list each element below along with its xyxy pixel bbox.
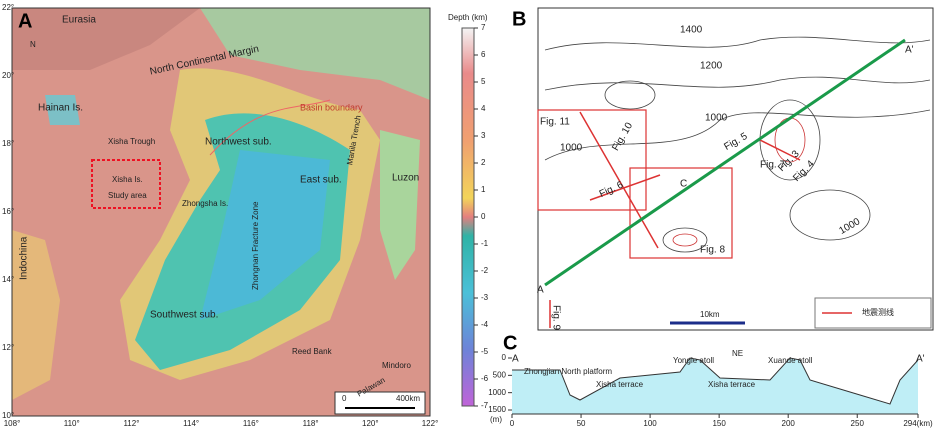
lon-tick-label: 118°	[303, 419, 319, 428]
contour-label: 1000	[705, 113, 728, 124]
colorbar-tick-label: 2	[481, 158, 486, 167]
x-tick-label: 0	[510, 419, 515, 428]
y-tick-label: 1500	[488, 405, 506, 414]
lon-tick-label: 108°	[4, 419, 21, 428]
figure-ref: Fig. 8	[700, 245, 725, 256]
scale-end: 400km	[396, 394, 420, 403]
colorbar-tick-label: -4	[481, 320, 489, 329]
feature: Yongle atoll	[673, 356, 714, 365]
lat-tick-label: 12°	[2, 343, 14, 352]
lat-tick-label: 16°	[2, 207, 14, 216]
feature: Zhongjian North platform	[524, 367, 612, 376]
feature: Xisha terrace	[708, 380, 756, 389]
feature: Xisha terrace	[596, 380, 644, 389]
colorbar-title: Depth (km)	[448, 13, 488, 22]
colorbar-tick-label: -6	[481, 374, 489, 383]
place: Xisha Trough	[108, 137, 155, 146]
lon-tick-label: 114°	[183, 419, 199, 428]
place: Hainan Is.	[38, 103, 83, 114]
place: Basin boundary	[300, 102, 363, 112]
colorbar-tick-label: -3	[481, 293, 489, 302]
place: Zhongsha Is.	[182, 199, 228, 208]
x-tick-label: 200	[782, 419, 796, 428]
x-tick-label: 250	[851, 419, 865, 428]
x-tick-label: 100	[643, 419, 657, 428]
map-a	[11, 7, 431, 417]
colorbar-tick-label: 6	[481, 50, 486, 59]
place: Reed Bank	[292, 347, 333, 356]
colorbar-tick-label: 3	[481, 131, 486, 140]
colorbar-tick-label: 0	[481, 212, 486, 221]
panel-label: C	[503, 332, 517, 354]
profile-end: A'	[916, 354, 925, 365]
x-tick-label: 294(km)	[903, 419, 933, 428]
lon-tick-label: 112°	[123, 419, 139, 428]
lon-tick-label: 110°	[64, 419, 80, 428]
place: Xisha Is.	[112, 175, 143, 184]
y-tick-label: 500	[493, 370, 507, 379]
scale-start: 0	[342, 394, 347, 403]
place: Southwest sub.	[150, 310, 218, 321]
colorbar-tick-label: -1	[481, 239, 489, 248]
contour-label: 1400	[680, 25, 703, 36]
y-tick-label: 1000	[488, 388, 506, 397]
x-tick-label: 50	[577, 419, 586, 428]
colorbar-tick-label: -5	[481, 347, 489, 356]
figure-ref: Fig. 11	[540, 117, 570, 128]
colorbar	[461, 27, 475, 407]
contour-label: 1200	[700, 61, 723, 72]
colorbar-tick-label: -2	[481, 266, 489, 275]
colorbar-tick-label: 5	[481, 77, 486, 86]
panel-label: A	[18, 10, 32, 32]
y-unit: (m)	[490, 415, 502, 424]
profile-c	[512, 352, 919, 415]
map-b	[537, 7, 934, 331]
feature: NE	[732, 349, 743, 358]
scale-label: 10km	[700, 310, 720, 319]
place: Study area	[108, 191, 147, 200]
place: Zhongnan Fracture Zone	[251, 201, 260, 290]
lat-tick-label: 22°	[2, 3, 14, 12]
x-tick-label: 150	[712, 419, 726, 428]
colorbar-tick-label: 1	[481, 185, 486, 194]
profile-end: A	[537, 285, 544, 296]
figure-ref: Fig. 9	[550, 305, 561, 330]
place: Luzon	[392, 173, 419, 184]
north-arrow: N	[30, 40, 36, 49]
map-axes: 108° 110° 112° 114° 116° 118° 120° 122°22°20°18…	[2, 3, 489, 428]
colorbar-tick-label: 4	[481, 104, 486, 113]
place: Mindoro	[382, 361, 411, 370]
point-label: C	[680, 179, 687, 190]
panel-label: B	[512, 8, 526, 30]
colorbar-tick-label: -7	[481, 401, 489, 410]
lon-tick-label: 116°	[243, 419, 259, 428]
place: Indochina	[19, 236, 30, 280]
place: Eurasia	[62, 15, 96, 26]
colorbar-tick-label: 7	[481, 23, 486, 32]
legend-label: 地震测线	[862, 307, 894, 317]
figure-ref: Fig. 7	[760, 160, 785, 171]
profile-end: A'	[905, 45, 914, 56]
contour-label: 1000	[560, 143, 583, 154]
place: Northwest sub.	[205, 137, 272, 148]
place: East sub.	[300, 175, 342, 186]
y-tick-label: 0	[502, 353, 507, 362]
lat-tick-label: 14°	[2, 275, 14, 284]
lat-tick-label: 10°	[2, 411, 14, 420]
lon-tick-label: 122°	[422, 419, 439, 428]
lon-tick-label: 120°	[362, 419, 379, 428]
lat-tick-label: 18°	[2, 139, 14, 148]
feature: Xuande atoll	[768, 356, 813, 365]
profile-axes: 0 50 100 150 200 250 294(km) 0 500 1000 1500	[488, 353, 933, 428]
lat-tick-label: 20°	[2, 71, 14, 80]
profile-end: A	[512, 354, 519, 365]
